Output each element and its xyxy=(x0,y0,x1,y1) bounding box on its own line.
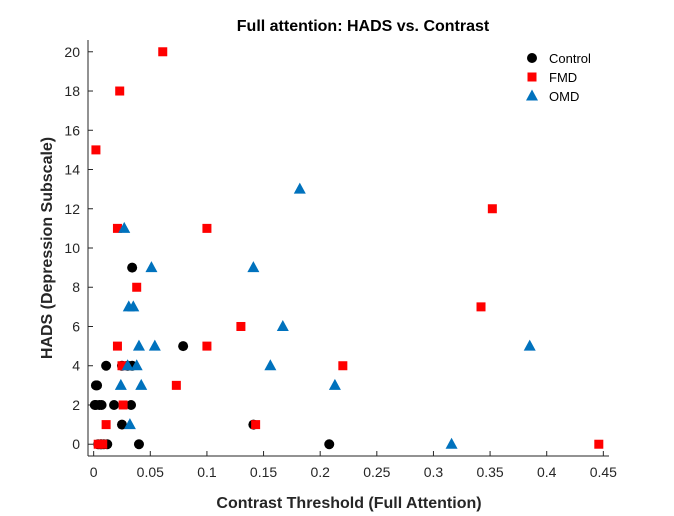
x-tick-label: 0.25 xyxy=(363,464,390,480)
data-point-fmd xyxy=(98,439,108,449)
data-point-fmd xyxy=(476,302,486,312)
x-tick-label: 0 xyxy=(90,464,98,480)
y-tick-label: 2 xyxy=(72,397,80,413)
data-point-fmd xyxy=(112,223,122,233)
data-point-fmd xyxy=(93,439,103,449)
x-tick-label: 0.4 xyxy=(537,464,557,480)
y-tick-label: 10 xyxy=(64,240,80,256)
data-point-omd xyxy=(114,378,127,390)
data-point-control xyxy=(92,380,103,391)
data-point-omd xyxy=(132,339,145,351)
x-tick-label: 0.15 xyxy=(250,464,277,480)
data-point-fmd xyxy=(101,420,111,430)
data-point-fmd xyxy=(115,86,125,96)
x-tick-label: 0.45 xyxy=(590,464,617,480)
data-point-omd xyxy=(135,378,148,390)
data-point-fmd xyxy=(251,420,261,430)
data-point-control xyxy=(127,262,138,273)
data-point-control xyxy=(96,399,107,410)
legend: Control FMD OMD xyxy=(520,46,600,106)
data-point-omd xyxy=(130,359,143,371)
y-axis-title: HADS (Depression Subscale) xyxy=(39,137,56,359)
data-point-control xyxy=(116,419,127,430)
data-point-fmd xyxy=(132,282,142,292)
data-point-fmd xyxy=(338,361,348,371)
data-point-omd xyxy=(523,339,536,351)
data-point-fmd xyxy=(91,145,101,155)
y-tick-label: 12 xyxy=(64,201,80,217)
data-point-omd xyxy=(127,300,140,312)
legend-label-omd: OMD xyxy=(549,89,579,104)
data-point-omd xyxy=(123,418,136,430)
series-omd xyxy=(114,182,536,449)
y-tick-label: 16 xyxy=(64,122,80,138)
data-point-fmd xyxy=(158,47,168,57)
data-point-control xyxy=(133,439,144,450)
x-tick-label: 0.3 xyxy=(424,464,444,480)
data-point-control xyxy=(101,360,112,371)
legend-marker-fmd xyxy=(527,72,537,82)
data-point-control xyxy=(178,341,189,352)
data-point-fmd xyxy=(202,341,212,351)
data-point-control xyxy=(109,399,120,410)
series-control xyxy=(89,262,335,450)
data-point-omd xyxy=(293,182,306,194)
data-point-omd xyxy=(121,359,134,371)
data-point-omd xyxy=(247,261,260,273)
data-point-control xyxy=(126,399,137,410)
y-tick-label: 14 xyxy=(64,162,80,178)
y-tick-label: 18 xyxy=(64,83,80,99)
y-tick-label: 0 xyxy=(72,436,80,452)
x-tick-label: 0.2 xyxy=(310,464,330,480)
y-tick-label: 20 xyxy=(64,44,80,60)
data-point-fmd xyxy=(202,223,212,233)
data-point-omd xyxy=(276,319,289,331)
x-axis-title: Contrast Threshold (Full Attention) xyxy=(216,495,481,512)
data-point-omd xyxy=(145,261,158,273)
y-ticks: 0 2 4 6 8 10 12 14 16 18 20 xyxy=(64,44,93,452)
data-point-fmd xyxy=(487,204,497,214)
x-tick-label: 0.1 xyxy=(197,464,217,480)
y-tick-label: 8 xyxy=(72,279,80,295)
y-tick-label: 6 xyxy=(72,318,80,334)
y-tick-label: 4 xyxy=(72,358,80,374)
legend-label-control: Control xyxy=(549,51,591,66)
x-tick-label: 0.05 xyxy=(137,464,164,480)
series-fmd xyxy=(91,47,604,449)
data-point-fmd xyxy=(594,439,604,449)
legend-marker-omd xyxy=(526,89,538,101)
data-point-fmd xyxy=(117,361,127,371)
data-point-omd xyxy=(264,359,277,371)
data-point-omd xyxy=(118,221,131,233)
data-markers xyxy=(89,47,604,450)
x-ticks: 0 0.05 0.1 0.15 0.2 0.25 0.3 0.35 0.4 0.45 xyxy=(90,451,617,480)
data-point-fmd xyxy=(171,380,181,390)
data-point-fmd xyxy=(112,341,122,351)
x-tick-label: 0.35 xyxy=(476,464,503,480)
legend-marker-control xyxy=(527,53,537,63)
data-point-control xyxy=(324,439,335,450)
data-point-omd xyxy=(148,339,161,351)
data-point-fmd xyxy=(236,321,246,331)
data-point-omd xyxy=(445,437,458,449)
chart-title: Full attention: HADS vs. Contrast xyxy=(237,18,490,35)
data-point-omd xyxy=(328,378,341,390)
data-point-fmd xyxy=(118,400,128,410)
legend-label-fmd: FMD xyxy=(549,70,577,85)
